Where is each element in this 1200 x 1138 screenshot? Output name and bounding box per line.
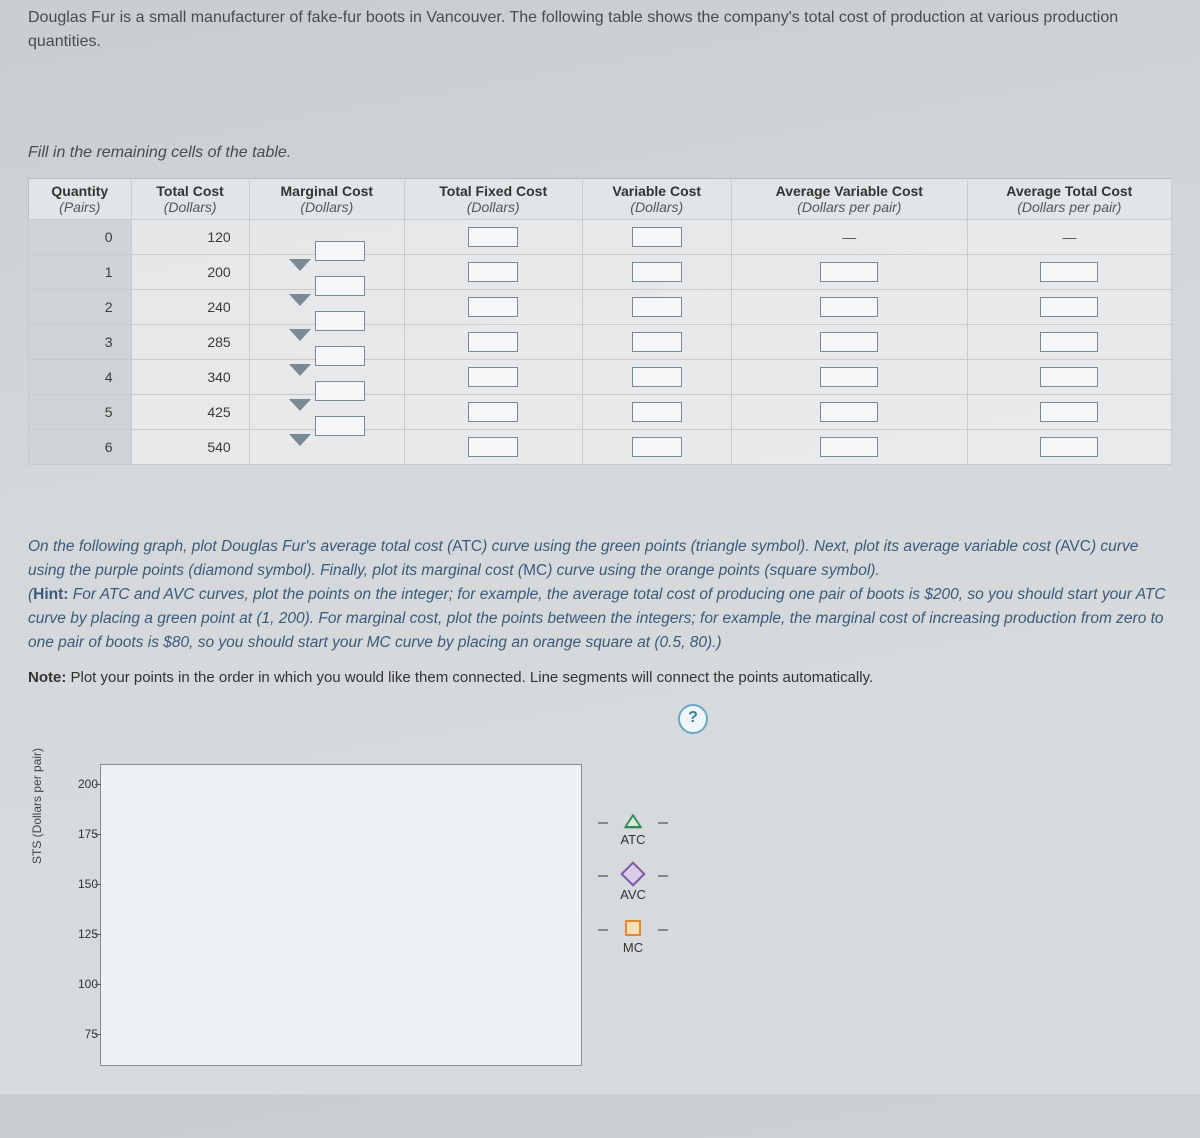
table-row: 0120 —— <box>29 220 1172 255</box>
atc-input[interactable] <box>1040 262 1098 282</box>
total-cost-cell: 540 <box>131 430 249 465</box>
table-row: 3285 <box>29 325 1172 360</box>
note-line: Note: Plot your points in the order in w… <box>28 669 1172 686</box>
cost-table: Quantity(Pairs)Total Cost(Dollars)Margin… <box>28 178 1172 465</box>
atc-input[interactable] <box>1040 367 1098 387</box>
help-button[interactable]: ? <box>678 704 708 734</box>
ytick-label: 150 <box>58 877 98 891</box>
problem-intro: Douglas Fur is a small manufacturer of f… <box>28 6 1172 54</box>
legend-item-mc[interactable]: MC <box>598 920 668 955</box>
tfc-input[interactable] <box>468 227 518 247</box>
marginal-cost-cell <box>249 290 404 325</box>
atc-cell <box>967 290 1171 325</box>
avc-input[interactable] <box>820 332 878 352</box>
quantity-cell: 2 <box>29 290 132 325</box>
atc-cell: — <box>967 220 1171 255</box>
quantity-cell: 1 <box>29 255 132 290</box>
total-cost-cell: 340 <box>131 360 249 395</box>
avc-cell <box>731 255 967 290</box>
avc-input[interactable] <box>820 402 878 422</box>
legend: ATC AVC MC <box>598 814 668 973</box>
total-cost-cell: 425 <box>131 395 249 430</box>
avc-input[interactable] <box>820 262 878 282</box>
col-header: Variable Cost(Dollars) <box>582 179 731 220</box>
marginal-cost-cell <box>249 220 404 255</box>
col-header: Total Fixed Cost(Dollars) <box>404 179 582 220</box>
quantity-cell: 3 <box>29 325 132 360</box>
ytick-label: 200 <box>58 777 98 791</box>
atc-cell <box>967 325 1171 360</box>
total-cost-cell: 240 <box>131 290 249 325</box>
atc-input[interactable] <box>1040 437 1098 457</box>
quantity-cell: 6 <box>29 430 132 465</box>
col-header: Average Total Cost(Dollars per pair) <box>967 179 1171 220</box>
col-header: Total Cost(Dollars) <box>131 179 249 220</box>
vc-input[interactable] <box>632 332 682 352</box>
avc-cell <box>731 360 967 395</box>
vc-input[interactable] <box>632 227 682 247</box>
total-cost-cell: 285 <box>131 325 249 360</box>
quantity-cell: 0 <box>29 220 132 255</box>
table-row: 4340 <box>29 360 1172 395</box>
square-icon <box>625 920 641 936</box>
avc-cell <box>731 325 967 360</box>
marginal-cost-cell <box>249 255 404 290</box>
tfc-input[interactable] <box>468 367 518 387</box>
vc-input[interactable] <box>632 297 682 317</box>
table-row: 2240 <box>29 290 1172 325</box>
total-cost-cell: 200 <box>131 255 249 290</box>
vc-input[interactable] <box>632 367 682 387</box>
triangle-icon <box>624 814 642 828</box>
atc-input[interactable] <box>1040 402 1098 422</box>
tfc-input[interactable] <box>468 437 518 457</box>
quantity-cell: 4 <box>29 360 132 395</box>
avc-input[interactable] <box>820 437 878 457</box>
tfc-input[interactable] <box>468 262 518 282</box>
atc-input[interactable] <box>1040 332 1098 352</box>
tfc-input[interactable] <box>468 297 518 317</box>
diamond-icon <box>620 861 645 886</box>
avc-input[interactable] <box>820 367 878 387</box>
atc-cell <box>967 360 1171 395</box>
total-cost-cell: 120 <box>131 220 249 255</box>
avc-cell <box>731 430 967 465</box>
table-row: 1200 <box>29 255 1172 290</box>
marginal-cost-cell <box>249 325 404 360</box>
table-row: 5425 <box>29 395 1172 430</box>
atc-cell <box>967 395 1171 430</box>
avc-cell <box>731 290 967 325</box>
avc-cell <box>731 395 967 430</box>
quantity-cell: 5 <box>29 395 132 430</box>
vc-input[interactable] <box>632 402 682 422</box>
atc-cell <box>967 430 1171 465</box>
ytick-label: 100 <box>58 977 98 991</box>
col-header: Quantity(Pairs) <box>29 179 132 220</box>
ytick-label: 125 <box>58 927 98 941</box>
graph-area[interactable]: ? STS (Dollars per pair) 200 175 150 125 100… <box>28 704 708 1074</box>
avc-cell: — <box>731 220 967 255</box>
marginal-cost-cell <box>249 360 404 395</box>
col-header: Average Variable Cost(Dollars per pair) <box>731 179 967 220</box>
table-row: 6540 <box>29 430 1172 465</box>
fill-instruction: Fill in the remaining cells of the table… <box>28 144 1172 162</box>
vc-input[interactable] <box>632 437 682 457</box>
plot-canvas[interactable] <box>100 764 582 1066</box>
ytick-label: 175 <box>58 827 98 841</box>
vc-input[interactable] <box>632 262 682 282</box>
y-axis-label: STS (Dollars per pair) <box>30 748 44 864</box>
marginal-cost-cell <box>249 430 404 465</box>
legend-item-atc[interactable]: ATC <box>598 814 668 847</box>
graph-instructions: On the following graph, plot Douglas Fur… <box>28 535 1172 655</box>
ytick-label: 75 <box>58 1027 98 1041</box>
legend-item-avc[interactable]: AVC <box>598 865 668 902</box>
atc-cell <box>967 255 1171 290</box>
marginal-cost-cell <box>249 395 404 430</box>
tfc-input[interactable] <box>468 332 518 352</box>
atc-input[interactable] <box>1040 297 1098 317</box>
tfc-input[interactable] <box>468 402 518 422</box>
col-header: Marginal Cost(Dollars) <box>249 179 404 220</box>
avc-input[interactable] <box>820 297 878 317</box>
